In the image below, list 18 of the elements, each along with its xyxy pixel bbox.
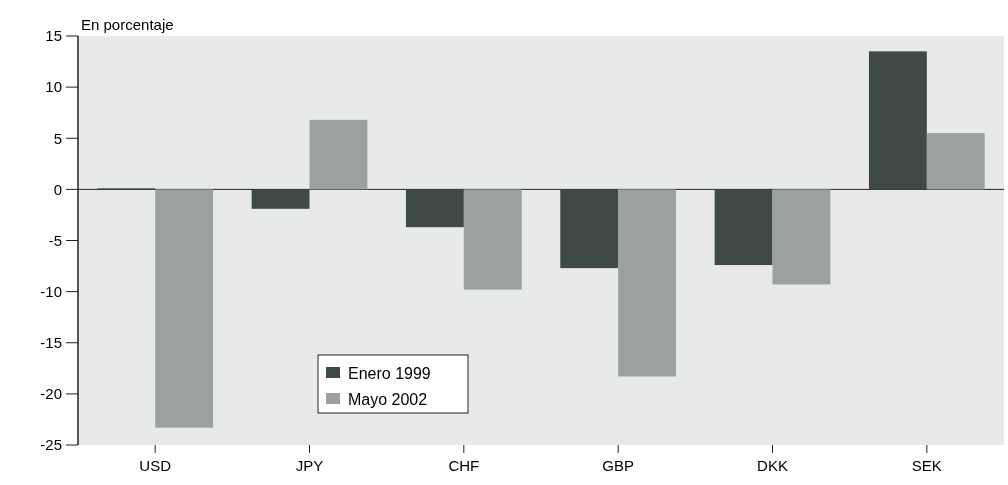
y-tick-label: 15 xyxy=(45,27,62,45)
y-tick-label: -5 xyxy=(48,231,62,249)
y-tick-label: 0 xyxy=(53,180,62,198)
y-tick-label: -25 xyxy=(40,436,62,454)
legend-label: Enero 1999 xyxy=(348,364,431,382)
y-axis-title: En porcentaje xyxy=(81,16,174,33)
y-tick-label: -20 xyxy=(40,385,62,403)
y-tick-label: -10 xyxy=(40,282,62,300)
x-tick-label: CHF xyxy=(448,457,480,474)
legend-label: Mayo 2002 xyxy=(348,390,428,408)
x-tick-label: JPY xyxy=(295,457,324,474)
y-tick-label: 5 xyxy=(53,129,62,147)
y-tick-label: -15 xyxy=(40,334,62,351)
x-tick-label: SEK xyxy=(911,457,942,474)
x-tick-label: DKK xyxy=(757,457,788,474)
x-tick-label: GBP xyxy=(602,457,635,474)
x-tick-label: USD xyxy=(139,457,172,474)
y-tick-label: 10 xyxy=(45,78,62,96)
